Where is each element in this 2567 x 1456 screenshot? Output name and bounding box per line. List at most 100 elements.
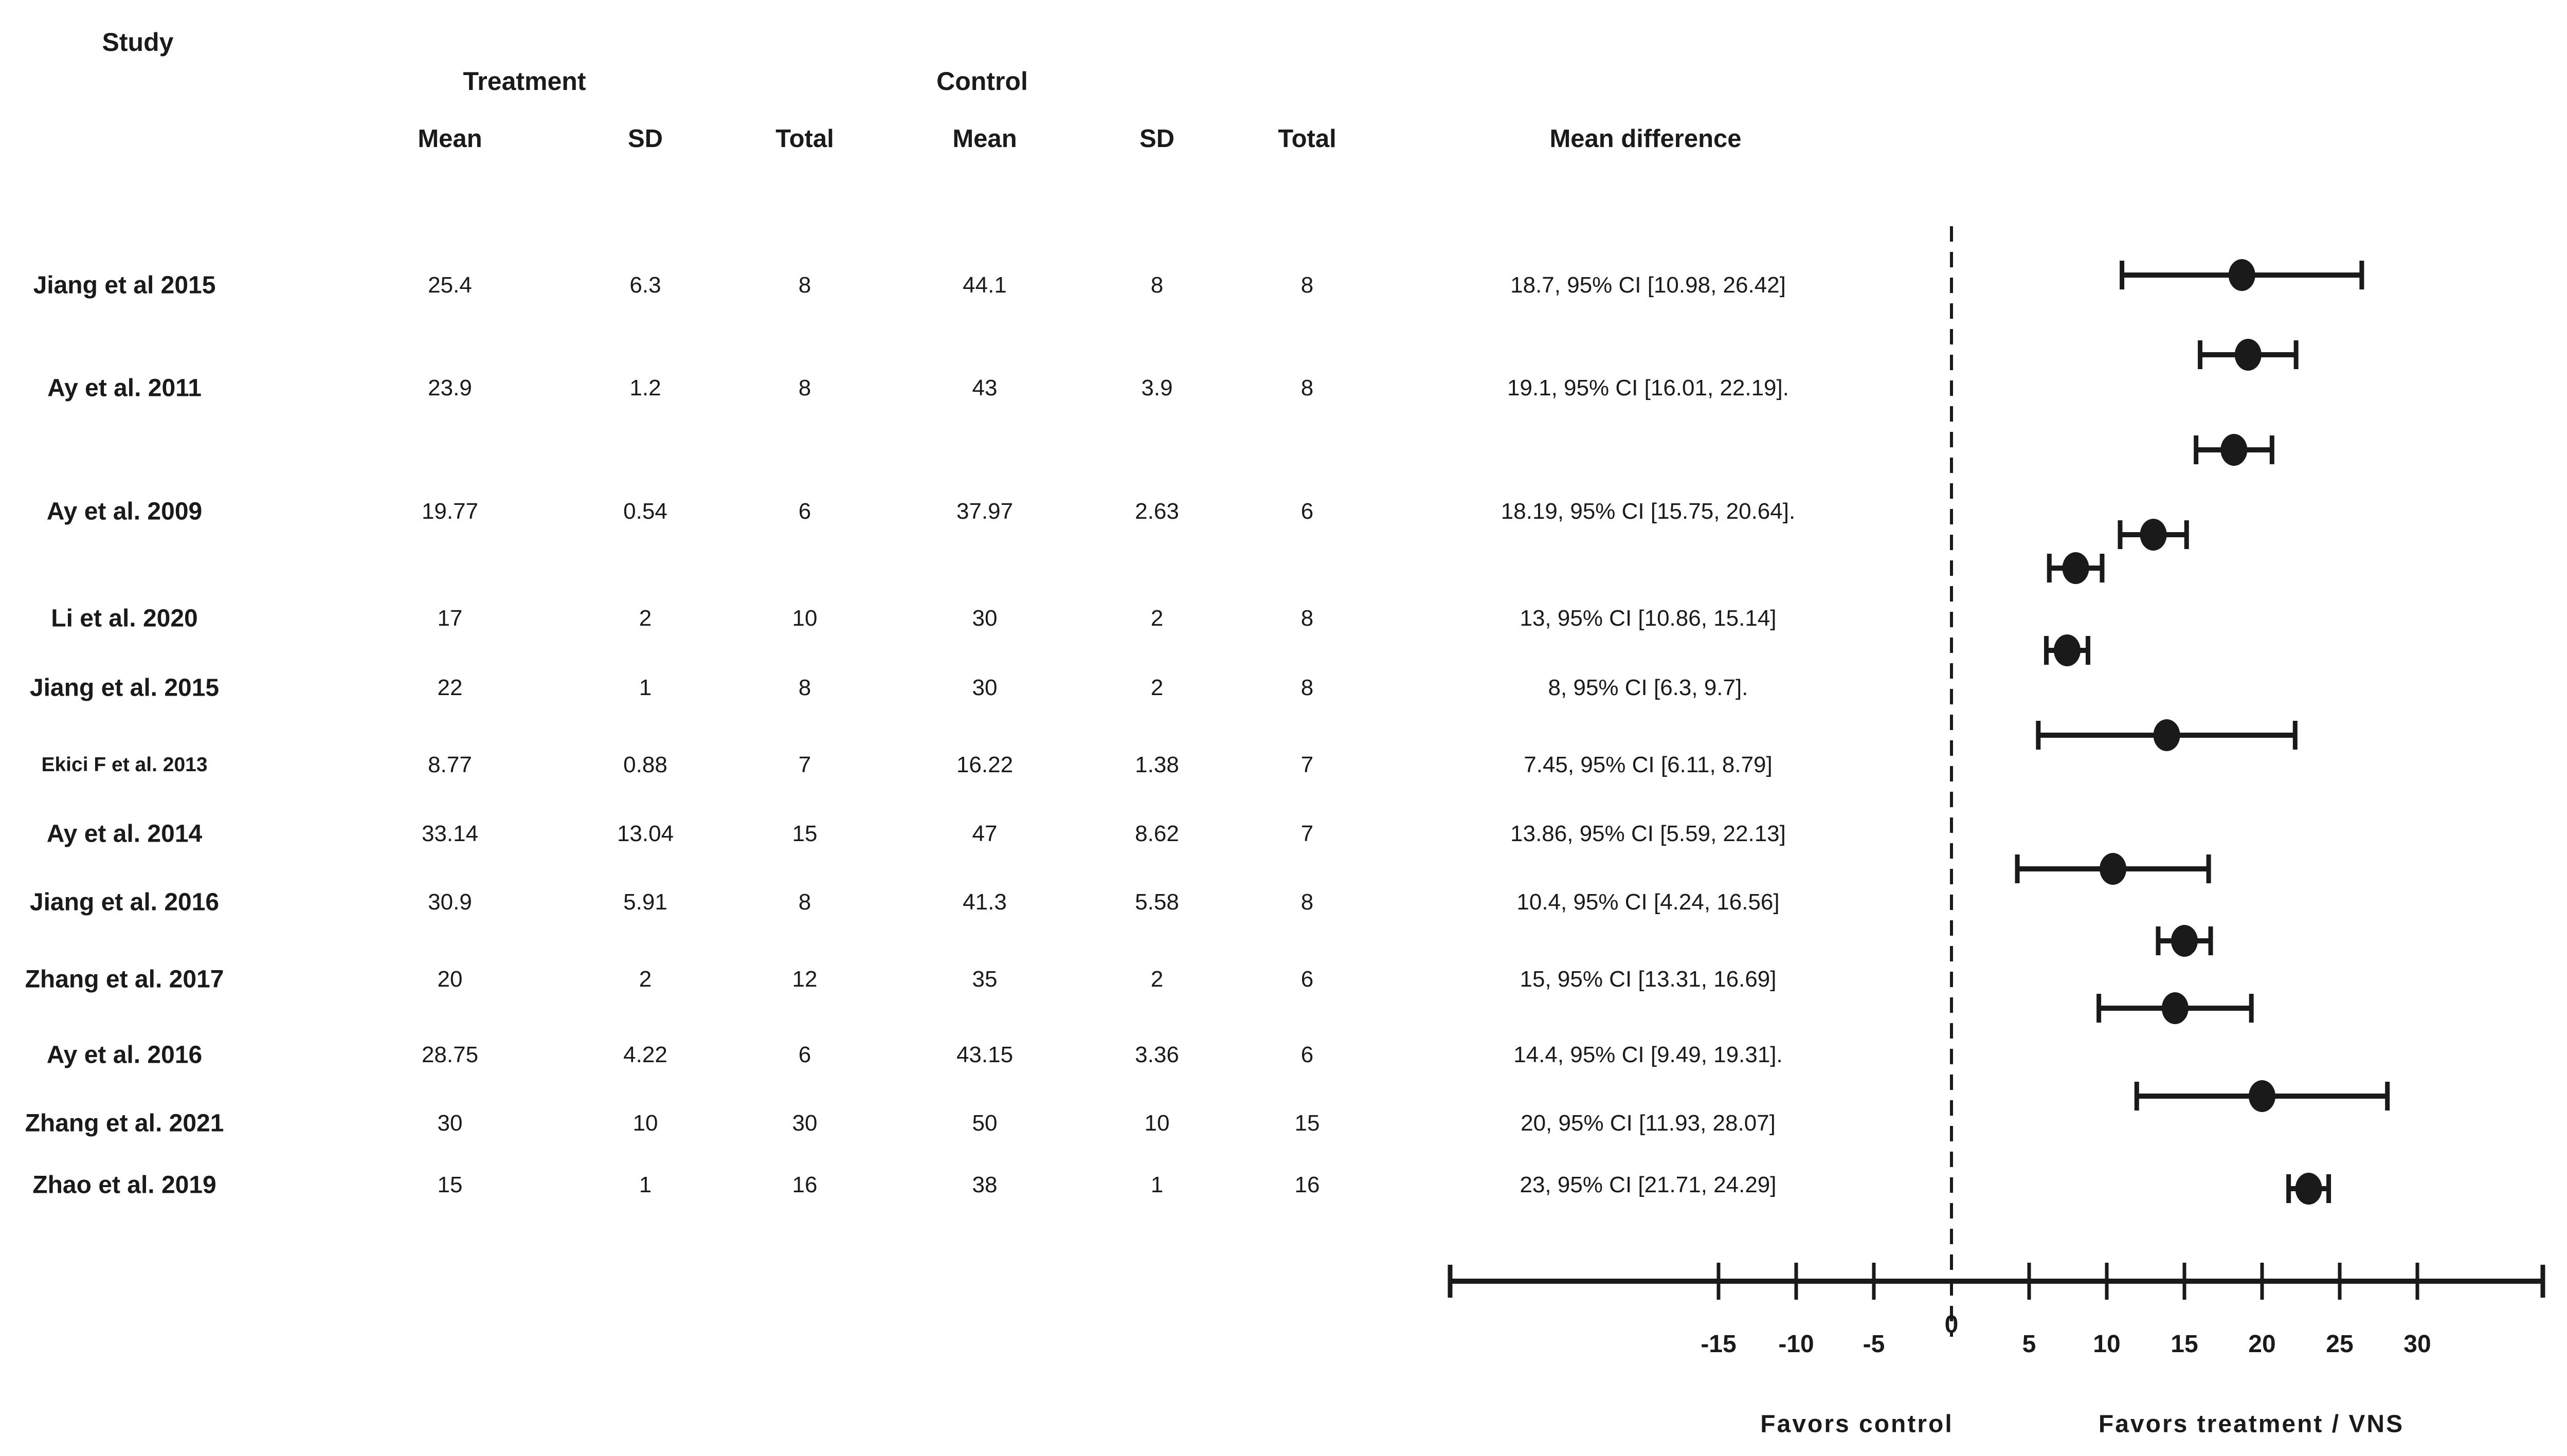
treatment-total: 6 [798,499,811,524]
study-name: Zhao et al. 2019 [32,1171,216,1199]
point-estimate-marker [2161,992,2189,1024]
mean-difference-label: 23, 95% CI [21.71, 24.29] [1520,1172,1777,1197]
mean-difference-label: 8, 95% CI [6.3, 9.7]. [1548,675,1748,700]
control-total: 7 [1300,752,1314,777]
x-axis-tick-label: -10 [1778,1331,1814,1358]
x-axis-tick-label: 5 [2022,1331,2036,1358]
treatment-mean: 15 [437,1172,463,1197]
control-sd: 8.62 [1135,821,1179,846]
study-name: Jiang et al 2015 [33,271,216,299]
treatment-total: 7 [798,752,811,777]
control-sd: 1 [1150,1172,1164,1197]
mean-difference-label: 15, 95% CI [13.31, 16.69] [1520,967,1777,992]
study-name: Zhang et al. 2021 [25,1109,224,1137]
control-sd: 3.36 [1135,1042,1179,1067]
treatment-sd: 1 [639,675,652,700]
point-estimate-marker [2153,719,2180,751]
control-mean: 44.1 [963,272,1007,298]
column-header-treatment-sd: SD [627,125,663,153]
study-name: Jiang et al. 2016 [29,888,220,916]
control-total: 8 [1300,675,1314,700]
column-header-mean-difference: Mean difference [1549,125,1742,153]
control-sd: 2.63 [1135,499,1179,524]
point-estimate-marker [2234,339,2262,371]
control-sd: 10 [1144,1111,1170,1136]
control-total: 16 [1294,1172,1320,1197]
control-total: 15 [1294,1111,1320,1136]
control-mean: 30 [972,675,998,700]
column-header-treatment-total: Total [775,125,834,153]
study-name: Jiang et al. 2015 [29,674,220,702]
treatment-sd: 0.88 [623,752,667,777]
treatment-mean: 28.75 [421,1042,479,1067]
x-axis-tick-label: -5 [1863,1331,1885,1358]
control-total: 6 [1300,499,1314,524]
control-total: 8 [1300,889,1314,915]
column-header-study: Study [102,28,174,57]
control-total: 6 [1300,1042,1314,1067]
column-header-control-mean: Mean [952,125,1017,153]
study-name: Li et al. 2020 [51,605,198,632]
column-header-treatment-mean: Mean [418,125,482,153]
control-sd: 3.9 [1141,375,1173,401]
control-mean: 37.97 [956,499,1014,524]
control-sd: 2 [1150,967,1164,992]
point-estimate-marker [2053,634,2081,666]
treatment-mean: 25.4 [428,272,472,298]
treatment-sd: 10 [632,1111,658,1136]
treatment-total: 8 [798,889,811,915]
control-sd: 2 [1150,606,1164,631]
study-name: Ay et al. 2014 [46,820,203,848]
favors-treatment-label: Favors treatment / VNS [2098,1410,2405,1438]
mean-difference-label: 18.19, 95% CI [15.75, 20.64]. [1501,499,1796,524]
control-total: 6 [1300,967,1314,992]
treatment-sd: 6.3 [629,272,661,298]
treatment-total: 8 [798,675,811,700]
control-mean: 50 [972,1111,998,1136]
treatment-total: 16 [792,1172,818,1197]
control-total: 7 [1300,821,1314,846]
study-name: Ay et al. 2009 [46,498,203,525]
treatment-mean: 17 [437,606,463,631]
treatment-total: 6 [798,1042,811,1067]
study-name: Ay et al. 2016 [46,1041,203,1069]
study-name: Ay et al. 2011 [47,374,202,402]
favors-control-label: Favors control [1760,1410,1954,1438]
control-mean: 35 [972,967,998,992]
treatment-sd: 4.22 [623,1042,667,1067]
treatment-mean: 8.77 [428,752,472,777]
point-estimate-marker [2062,552,2089,584]
study-name: Ekici F et al. 2013 [41,754,208,776]
x-axis-tick-label: 10 [2093,1331,2120,1358]
point-estimate-marker [2100,853,2127,885]
treatment-sd: 2 [639,967,652,992]
treatment-mean: 30 [437,1111,463,1136]
point-estimate-marker [2295,1173,2322,1205]
x-axis-tick-label: 0 [1945,1311,1959,1338]
point-estimate-marker [2220,434,2248,466]
x-axis-tick-label: 30 [2403,1331,2431,1358]
control-mean: 43.15 [956,1042,1014,1067]
treatment-sd: 13.04 [617,821,674,846]
treatment-total: 15 [792,821,818,846]
mean-difference-label: 10.4, 95% CI [4.24, 16.56] [1516,889,1780,915]
point-estimate-marker [2140,519,2167,551]
mean-difference-label: 18.7, 95% CI [10.98, 26.42] [1510,272,1786,298]
mean-difference-label: 13.86, 95% CI [5.59, 22.13] [1510,821,1786,846]
treatment-total: 10 [792,606,818,631]
treatment-sd: 5.91 [623,889,667,915]
control-mean: 43 [972,375,998,401]
treatment-total: 30 [792,1111,818,1136]
mean-difference-label: 13, 95% CI [10.86, 15.14] [1520,606,1777,631]
treatment-total: 8 [798,375,811,401]
group-header-treatment: Treatment [463,67,586,96]
x-axis-tick-label: 20 [2248,1331,2275,1358]
treatment-mean: 30.9 [428,889,472,915]
treatment-sd: 1.2 [629,375,661,401]
control-total: 8 [1300,272,1314,298]
control-sd: 2 [1150,675,1164,700]
point-estimate-marker [2171,925,2198,957]
column-header-control-sd: SD [1139,125,1175,153]
control-mean: 30 [972,606,998,631]
